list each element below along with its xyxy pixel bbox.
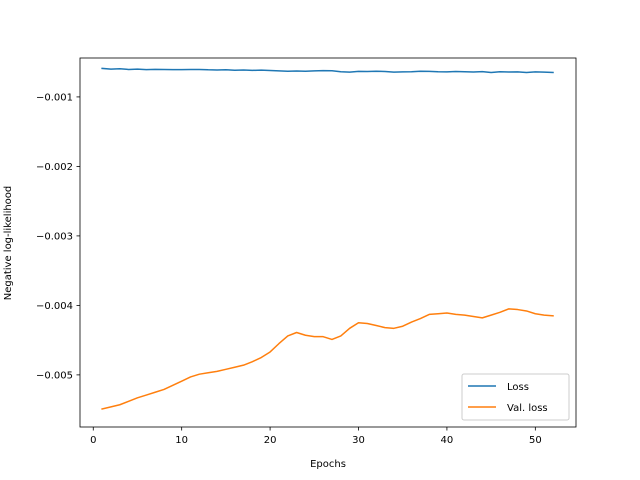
series-line-loss bbox=[101, 67, 554, 74]
x-tick-label: 10 bbox=[175, 435, 188, 446]
legend-label-val-loss: Val. loss bbox=[507, 403, 548, 414]
series-line-val-loss bbox=[101, 308, 554, 410]
y-tick-label: −0.005 bbox=[36, 370, 73, 381]
x-axis-label: Epochs bbox=[310, 459, 346, 470]
x-tick-label: 20 bbox=[264, 435, 277, 446]
y-tick-label: −0.004 bbox=[36, 301, 73, 312]
ticks: 0 10 20 30 40 50 −0.001 −0.002 −0.003 −0.004 −0.00… bbox=[36, 92, 542, 446]
axes-frame bbox=[79, 57, 577, 428]
y-tick-label: −0.002 bbox=[36, 162, 73, 173]
x-tick-label: 30 bbox=[352, 435, 365, 446]
y-tick-label: −0.003 bbox=[36, 231, 73, 242]
y-axis-label: Negative log-likelihood bbox=[3, 186, 14, 301]
x-tick-label: 50 bbox=[529, 435, 542, 446]
y-tick-label: −0.001 bbox=[36, 92, 73, 103]
legend: Loss Val. loss bbox=[461, 373, 570, 421]
series-lines bbox=[101, 67, 554, 410]
legend-label-loss: Loss bbox=[507, 382, 529, 393]
x-tick-label: 40 bbox=[441, 435, 454, 446]
x-tick-label: 0 bbox=[90, 435, 96, 446]
axes bbox=[79, 57, 577, 428]
